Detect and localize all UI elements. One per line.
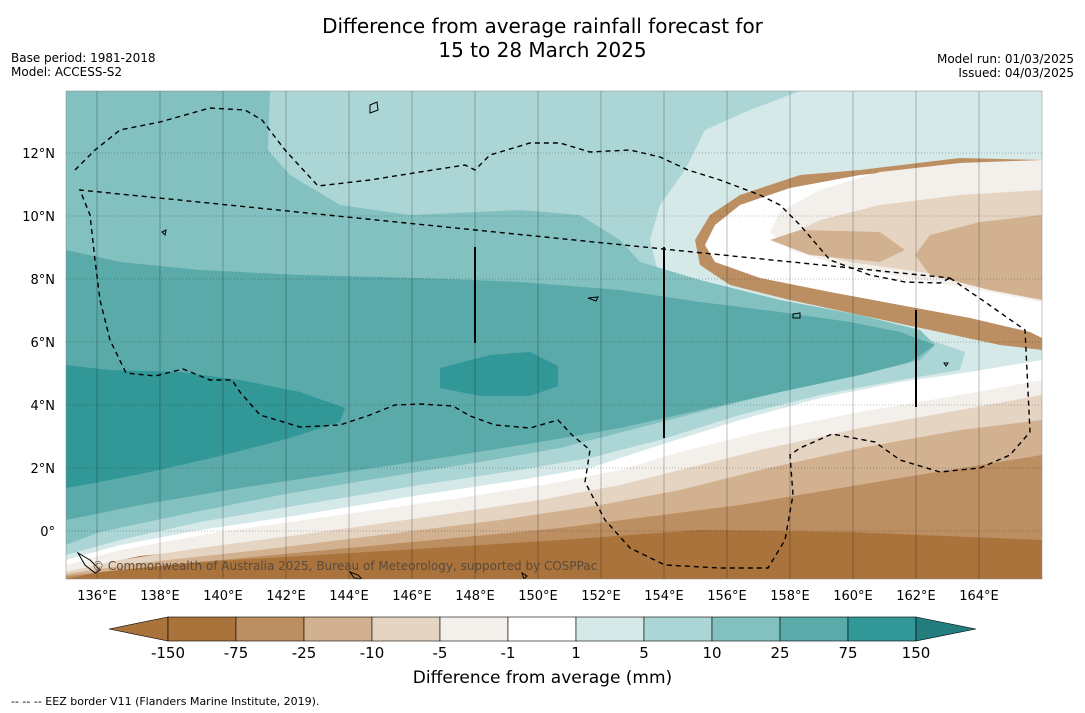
- colorbar-tick: 1: [571, 644, 581, 662]
- eez-legend-note: -- -- -- EEZ border V11 (Flanders Marine…: [11, 695, 320, 708]
- title-line-2: 15 to 28 March 2025: [438, 38, 647, 62]
- lat-label: 0°: [40, 525, 55, 540]
- lon-gridlines: [96, 91, 980, 579]
- lat-label: 6°N: [31, 336, 56, 351]
- copyright-text: © Commonwealth of Australia 2025, Bureau…: [92, 559, 597, 573]
- colorbar-tick: 10: [702, 644, 721, 662]
- band-dry-extreme-2: [66, 530, 1042, 579]
- eez-border-west: [74, 107, 951, 284]
- lat-axis-labels: 12°N 10°N 8°N 6°N 4°N 2°N 0°: [22, 147, 55, 540]
- lon-label: 146°E: [392, 589, 432, 604]
- issued-label: Issued: 04/03/2025: [958, 66, 1074, 80]
- meta-right: Model run: 01/03/2025 Issued: 04/03/2025: [937, 52, 1074, 80]
- colorbar-segment: [235, 616, 305, 642]
- lon-label: 148°E: [455, 589, 495, 604]
- band-wet-75-150: [66, 352, 558, 488]
- meta-left: Base period: 1981-2018 Model: ACCESS-S2: [11, 51, 156, 79]
- base-period-label: Base period: 1981-2018: [11, 51, 156, 65]
- colorbar-tick-labels: -150 -75 -25 -10 -5 -1 1 5 10 25 75 150: [151, 644, 930, 662]
- lat-label: 10°N: [22, 210, 55, 225]
- lon-label: 144°E: [329, 589, 369, 604]
- model-label: Model: ACCESS-S2: [11, 65, 123, 79]
- lon-label: 160°E: [833, 589, 873, 604]
- colorbar-segment: [371, 616, 441, 642]
- lon-label: 158°E: [770, 589, 810, 604]
- colorbar-title: Difference from average (mm): [412, 668, 673, 688]
- lon-label: 150°E: [518, 589, 558, 604]
- colorbar-segment: [575, 616, 645, 642]
- band-dry-25-75: [66, 215, 1042, 579]
- map-frame: [65, 90, 1043, 580]
- lon-axis-labels: 136°E 138°E 140°E 142°E 144°E 146°E 148°…: [77, 589, 999, 604]
- lat-label: 12°N: [22, 147, 55, 162]
- colorbar-segment: [303, 616, 373, 642]
- colorbar-tick: 150: [902, 644, 931, 662]
- colorbar-tick: -75: [224, 644, 249, 662]
- lon-label: 136°E: [77, 589, 117, 604]
- colorbar-segment: [167, 616, 237, 642]
- map-plot-area: © Commonwealth of Australia 2025, Bureau…: [66, 91, 1042, 579]
- colorbar-tick: 5: [639, 644, 649, 662]
- lon-label: 140°E: [203, 589, 243, 604]
- lat-gridlines: [66, 152, 1042, 532]
- colorbar-segment: [507, 616, 577, 642]
- colorbar-segment: [779, 616, 849, 642]
- colorbar-tick: -5: [433, 644, 448, 662]
- eez-border-east: [78, 189, 1031, 569]
- lon-label: 156°E: [707, 589, 747, 604]
- lon-label: 164°E: [959, 589, 999, 604]
- colorbar-tick: 75: [838, 644, 857, 662]
- colorbar-max-arrow: [915, 616, 977, 642]
- title-line-1: Difference from average rainfall forecas…: [322, 14, 763, 38]
- islands: [76, 101, 949, 579]
- colorbar-segment: [711, 616, 781, 642]
- lon-label: 142°E: [266, 589, 306, 604]
- lon-label: 152°E: [581, 589, 621, 604]
- colorbar-tick: -1: [501, 644, 516, 662]
- vertical-markers: [474, 247, 917, 438]
- model-run-label: Model run: 01/03/2025: [936, 52, 1074, 66]
- colorbar-segment: [643, 616, 713, 642]
- band-dry-10-25: [66, 190, 1042, 579]
- lon-label: 162°E: [896, 589, 936, 604]
- colorbar-min-arrow: [108, 616, 169, 642]
- colorbar-tick: -10: [360, 644, 385, 662]
- colorbar-tick: -25: [292, 644, 317, 662]
- lon-label: 138°E: [140, 589, 180, 604]
- colorbar-tick: -150: [151, 644, 185, 662]
- colorbar-tick: 25: [770, 644, 789, 662]
- lat-label: 8°N: [31, 273, 56, 288]
- colorbar: [108, 616, 977, 642]
- lat-label: 4°N: [31, 399, 56, 414]
- lon-label: 154°E: [644, 589, 684, 604]
- colorbar-segment: [847, 616, 917, 642]
- lat-label: 2°N: [31, 462, 56, 477]
- map-title: Difference from average rainfall forecas…: [0, 14, 1085, 62]
- colorbar-segment: [439, 616, 509, 642]
- band-neutral: [66, 165, 1042, 570]
